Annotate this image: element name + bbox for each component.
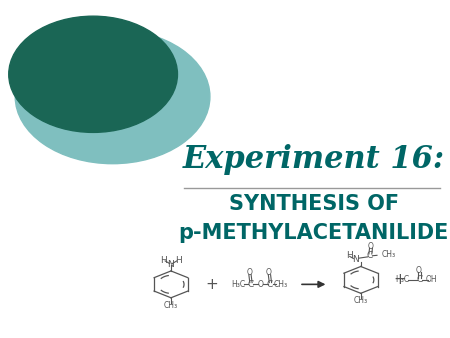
Text: CH₃: CH₃ <box>381 250 396 259</box>
Text: Experiment 16:: Experiment 16: <box>183 144 445 175</box>
Text: C: C <box>267 280 273 289</box>
Text: C: C <box>416 275 422 284</box>
Text: +: + <box>393 272 406 287</box>
Text: O: O <box>257 280 263 289</box>
Text: N: N <box>167 260 174 269</box>
Text: H: H <box>346 251 352 260</box>
Text: O: O <box>266 268 272 277</box>
Text: C: C <box>367 251 373 260</box>
Text: CH₃: CH₃ <box>354 296 368 306</box>
Text: N: N <box>352 255 359 264</box>
Text: C: C <box>248 280 254 289</box>
Text: CH₃: CH₃ <box>164 301 178 310</box>
Text: O: O <box>368 242 374 251</box>
Text: O: O <box>247 268 252 277</box>
Circle shape <box>9 16 177 132</box>
Text: SYNTHESIS OF: SYNTHESIS OF <box>229 194 399 214</box>
Text: p-METHYLACETANILIDE: p-METHYLACETANILIDE <box>179 223 449 243</box>
Text: H₃C: H₃C <box>395 275 409 284</box>
Text: H₃C: H₃C <box>231 280 246 289</box>
Text: O: O <box>416 266 422 275</box>
Circle shape <box>15 30 210 164</box>
Text: H: H <box>175 256 181 265</box>
Text: OH: OH <box>425 275 437 284</box>
Text: H: H <box>161 256 167 265</box>
Text: CH₃: CH₃ <box>274 280 288 289</box>
Text: +: + <box>205 277 218 292</box>
